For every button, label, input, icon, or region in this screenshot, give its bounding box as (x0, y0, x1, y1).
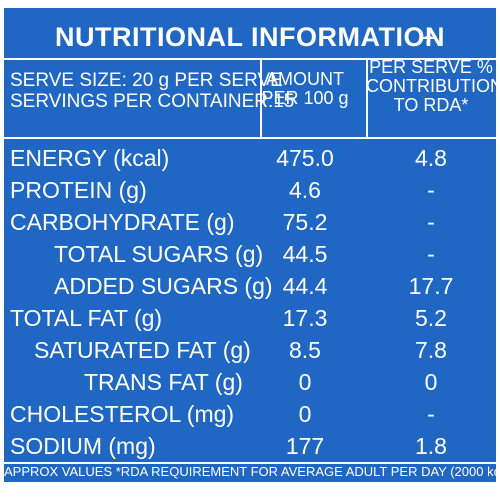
amount-header: AMOUNT PER 100 g (260, 70, 350, 108)
table-row: SODIUM (mg) 177 1.8 (4, 432, 496, 464)
rda-value: - (427, 401, 435, 427)
amount-value: 75.2 (282, 209, 328, 235)
rda-header-line1: PER SERVE % (369, 57, 493, 77)
nutrient-label: SATURATED FAT (g) (34, 337, 251, 363)
amount-value: 4.6 (289, 177, 321, 203)
rda-value: 17.7 (408, 273, 454, 299)
amount-value: 44.5 (282, 241, 328, 267)
amount-value: 0 (298, 369, 312, 395)
rda-header-line2: CONTRIBUTION (366, 76, 500, 96)
table-row: TRANS FAT (g) 0 0 (4, 368, 496, 400)
nutrient-label: PROTEIN (g) (10, 177, 147, 203)
column-divider-1 (260, 58, 262, 138)
amount-value: 0 (298, 401, 312, 427)
rda-value: 7.8 (415, 337, 447, 363)
amount-header-line2: PER 100 g (261, 88, 349, 108)
nutrient-label: TRANS FAT (g) (84, 369, 243, 395)
amount-value: 177 (285, 433, 325, 459)
serving-info: SERVE SIZE: 20 g PER SERVE SERVINGS PER … (10, 70, 294, 112)
rda-value: 5.2 (415, 305, 447, 331)
rda-header: PER SERVE % CONTRIBUTION TO RDA* (366, 57, 500, 115)
amount-value: 17.3 (282, 305, 328, 331)
nutrition-table: NUTRITIONAL INFORMATION SERVE SIZE: 20 g… (4, 8, 500, 482)
rda-header-line3: TO RDA* (393, 95, 469, 115)
table-row: CHOLESTEROL (mg) 0 - (4, 400, 496, 432)
rda-value: 0 (424, 369, 438, 395)
header-divider (4, 137, 496, 139)
table-row: PROTEIN (g) 4.6 - (4, 176, 496, 208)
table-row: CARBOHYDRATE (g) 75.2 - (4, 208, 496, 240)
rda-value: 1.8 (415, 433, 447, 459)
nutrient-label: ENERGY (kcal) (10, 145, 170, 171)
table-row: ADDED SUGARS (g) 44.4 17.7 (4, 272, 496, 304)
table-row: TOTAL SUGARS (g) 44.5 - (4, 240, 496, 272)
servings-per-container: SERVINGS PER CONTAINER:15 (10, 91, 295, 112)
amount-header-line1: AMOUNT (266, 69, 344, 89)
nutrient-label: SODIUM (mg) (10, 433, 156, 459)
footer-note: APPROX VALUES *RDA REQUIREMENT FOR AVERA… (4, 464, 500, 479)
nutrient-label: CARBOHYDRATE (g) (10, 209, 235, 235)
table-row: TOTAL FAT (g) 17.3 5.2 (4, 304, 496, 336)
footer-divider (4, 462, 496, 464)
nutrient-label: ADDED SUGARS (g) (54, 273, 273, 299)
nutrient-label: TOTAL SUGARS (g) (54, 241, 264, 267)
rda-value: - (427, 209, 435, 235)
table-row: ENERGY (kcal) 475.0 4.8 (4, 144, 496, 176)
table-title: NUTRITIONAL INFORMATION (55, 22, 445, 52)
nutrient-label: CHOLESTEROL (mg) (10, 401, 235, 427)
amount-value: 475.0 (276, 145, 334, 171)
serve-size: SERVE SIZE: 20 g PER SERVE (10, 70, 283, 91)
rda-value: 4.8 (415, 145, 447, 171)
rda-value: - (427, 241, 435, 267)
table-row: SATURATED FAT (g) 8.5 7.8 (4, 336, 496, 368)
column-divider-2 (366, 58, 368, 138)
nutrient-label: TOTAL FAT (g) (10, 305, 163, 331)
amount-value: 44.4 (282, 273, 328, 299)
star-icon (418, 29, 438, 45)
rda-value: - (427, 177, 435, 203)
amount-value: 8.5 (289, 337, 321, 363)
title-divider (4, 58, 496, 60)
